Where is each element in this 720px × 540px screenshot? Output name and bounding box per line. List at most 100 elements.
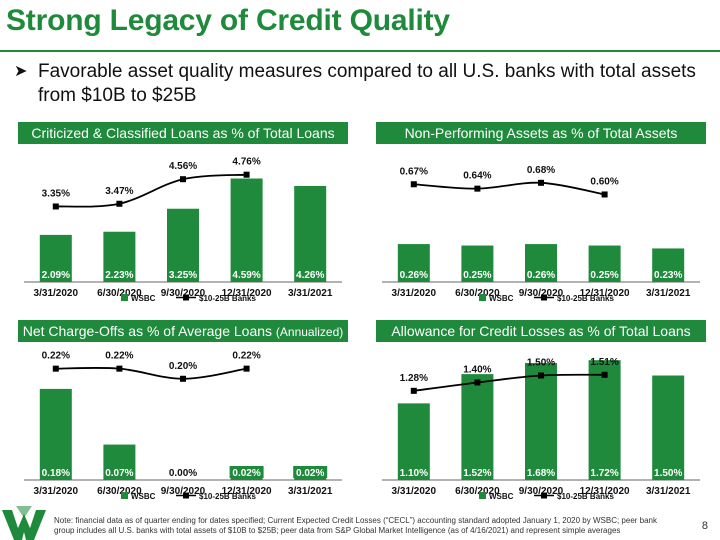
bar-data-label: 0.07% (105, 468, 133, 479)
bar-wsbc (652, 248, 685, 282)
bar-wsbc (397, 244, 430, 282)
bar-wsbc (525, 362, 557, 480)
chart-title: Allowance for Credit Losses as % of Tota… (391, 323, 691, 339)
bar-data-label: 2.23% (105, 270, 133, 281)
peer-point-marker (52, 365, 59, 372)
x-tick-label: 6/30/2020 (97, 486, 142, 497)
chart-header: Net Charge-Offs as % of Average Loans (A… (18, 320, 348, 342)
peer-point-marker (538, 179, 544, 186)
bar-data-label: 1.72% (590, 468, 618, 479)
peer-point-marker (538, 372, 544, 379)
x-tick-label: 6/30/2020 (455, 288, 500, 299)
line-data-label: 0.20% (169, 361, 197, 372)
chart-net-charge-offs: 0.18% 0.07% 0.00% 0.02% 0.02% 0.22% 0.22% 0.20%… (24, 351, 342, 501)
peer-point-marker (410, 387, 417, 394)
peer-series-line (413, 373, 605, 392)
line-data-label: 1.40% (463, 364, 491, 375)
legend-marker-peer (183, 294, 189, 301)
line-data-label: 0.22% (42, 351, 70, 362)
page-number: 8 (701, 520, 708, 532)
x-tick-label: 6/30/2020 (455, 486, 500, 497)
line-data-label: 0.67% (400, 166, 428, 177)
line-data-label: 0.22% (232, 351, 260, 362)
bar-wsbc (525, 244, 557, 282)
peer-point-marker (52, 203, 59, 210)
wesbanco-w-logo-icon (2, 506, 46, 540)
legend-label-peer: $10-25B Banks (199, 294, 256, 303)
bar-data-label: 0.26% (400, 270, 428, 281)
legend-label-wsbc: WSBC (131, 492, 156, 501)
bar-data-label: 4.59% (232, 270, 260, 281)
bar-data-label: 1.68% (527, 468, 555, 479)
chart-panel-criticized-classified: Criticized & Classified Loans as % of To… (18, 122, 348, 307)
bar-data-label: 0.00% (169, 468, 197, 479)
x-tick-label: 3/31/2020 (392, 288, 437, 299)
line-data-label: 0.68% (527, 165, 555, 176)
bar-data-label: 0.02% (232, 468, 260, 479)
chart-header: Allowance for Credit Losses as % of Tota… (376, 320, 706, 342)
chart-non-performing-assets: 0.26% 0.25% 0.26% 0.25% 0.23% 0.67% 0.64% 0.68%… (382, 165, 700, 303)
x-tick-label: 3/31/2021 (646, 288, 691, 299)
legend-swatch-wsbc (121, 492, 128, 499)
peer-point-marker (180, 176, 186, 183)
peer-series-line (55, 367, 247, 380)
chart-panel-non-performing-assets: Non-Performing Assets as % of Total Asse… (376, 122, 706, 307)
line-data-label: 4.56% (169, 161, 197, 172)
bullet-arrow-icon: ➤ (14, 63, 28, 80)
chart-title: Net Charge-Offs as % of Average Loans (22, 323, 273, 339)
bar-wsbc (588, 360, 621, 480)
peer-point-marker (116, 365, 123, 372)
chart-title: Non-Performing Assets as % of Total Asse… (404, 125, 678, 141)
legend-label-peer: $10-25B Banks (557, 492, 614, 501)
bar-wsbc (397, 403, 430, 480)
x-tick-label: 12/31/2020 (222, 486, 272, 497)
legend-marker-peer (541, 294, 547, 301)
peer-point-marker (243, 171, 250, 178)
bar-wsbc (39, 388, 72, 480)
bar-data-label: 0.18% (42, 468, 70, 479)
x-tick-label: 9/30/2020 (161, 486, 206, 497)
bar-wsbc (588, 245, 621, 282)
legend-swatch-wsbc (479, 492, 486, 499)
bar-wsbc (230, 178, 263, 282)
bar-data-label: 0.26% (527, 270, 555, 281)
bar-data-label: 0.25% (463, 270, 491, 281)
bullet-point: ➤ Favorable asset quality measures compa… (14, 60, 704, 108)
x-tick-label: 3/31/2021 (288, 486, 333, 497)
bar-data-label: 1.10% (400, 468, 428, 479)
x-tick-label: 12/31/2020 (222, 288, 272, 299)
x-tick-label: 3/31/2021 (646, 486, 691, 497)
legend-swatch-wsbc (479, 294, 486, 301)
line-data-label: 3.35% (42, 188, 70, 199)
legend-label-peer: $10-25B Banks (557, 294, 614, 303)
legend-label-wsbc: WSBC (489, 294, 514, 303)
x-tick-label: 3/31/2020 (392, 486, 437, 497)
peer-point-marker (601, 371, 608, 378)
x-tick-label: 9/30/2020 (519, 486, 564, 497)
bar-wsbc (461, 374, 494, 480)
legend-marker-peer (183, 492, 189, 499)
bar-data-label: 1.52% (463, 468, 491, 479)
bar-wsbc (103, 231, 136, 282)
x-tick-label: 3/31/2020 (34, 486, 79, 497)
peer-point-marker (243, 365, 250, 372)
line-data-label: 4.76% (232, 157, 260, 168)
legend-marker-peer (541, 492, 547, 499)
chart-header: Criticized & Classified Loans as % of To… (18, 122, 348, 144)
bar-wsbc (167, 208, 199, 282)
x-tick-label: 12/31/2020 (580, 288, 630, 299)
peer-point-marker (474, 185, 481, 192)
x-tick-label: 9/30/2020 (519, 288, 564, 299)
bar-data-label: 0.23% (654, 270, 682, 281)
line-data-label: 0.60% (590, 176, 618, 187)
bar-label-background (293, 466, 328, 478)
line-data-label: 1.51% (590, 357, 618, 368)
chart-panel-allowance-credit-losses: Allowance for Credit Losses as % of Tota… (376, 320, 706, 505)
chart-panel-net-charge-offs: Net Charge-Offs as % of Average Loans (A… (18, 320, 348, 505)
page-title: Strong Legacy of Credit Quality (6, 4, 450, 37)
x-tick-label: 6/30/2020 (97, 288, 142, 299)
bar-wsbc (103, 444, 136, 480)
line-data-label: 0.64% (463, 171, 491, 182)
peer-point-marker (410, 181, 417, 188)
chart-allowance-credit-losses: 1.10% 1.52% 1.68% 1.72% 1.50% 1.28% 1.40% 1.50%… (382, 357, 700, 501)
